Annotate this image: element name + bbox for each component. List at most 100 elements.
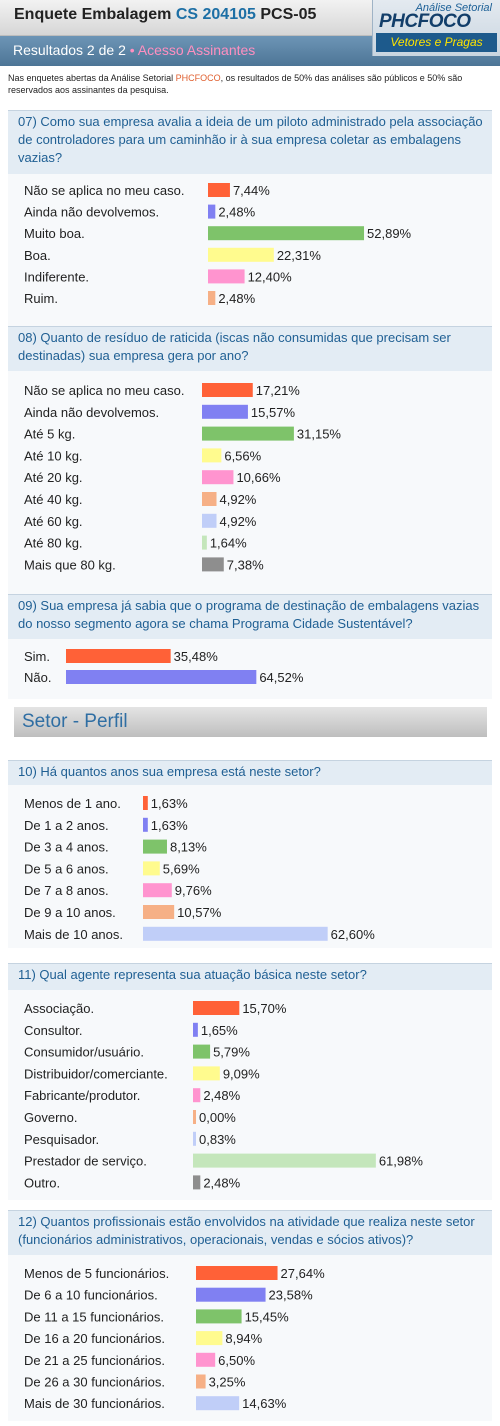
bar [196,1374,206,1389]
category-label: Ainda não devolvemos. [24,405,159,420]
value-label: 12,40% [248,269,293,284]
question-08: 08) Quanto de resíduo de raticida (iscas… [8,326,492,371]
bar [193,1131,196,1146]
survey-code: CS 204105 [175,6,256,23]
value-label: 8,94% [225,1331,262,1346]
chart-12-svg: Menos de 5 funcionários. 27,64% De 6 a 10 … [24,1266,325,1411]
category-label: Prestador de serviço. [24,1154,147,1169]
bar [208,204,216,219]
category-label: De 3 a 4 anos. [24,840,109,855]
category-label: Distribuidor/comerciante. [24,1066,168,1081]
logo-line2: PHCFOCO [379,11,471,32]
bar [196,1309,242,1324]
category-label: Mais de 30 funcionários. [24,1396,165,1411]
value-label: 7,38% [227,557,264,572]
chart-07: Não se aplica no meu caso. 7,44% Ainda não… [8,174,492,326]
category-label: Até 80 kg. [24,536,83,551]
value-label: 22,31% [277,248,322,263]
bar [202,470,234,485]
bar [143,883,172,898]
question-07: 07) Como sua empresa avalia a ideia de u… [8,110,492,174]
bar [202,492,217,506]
category-label: Pesquisador. [24,1132,99,1147]
results-label: Resultados 2 de 2 [13,42,126,58]
bar [196,1266,278,1280]
sub-bar: Resultados 2 de 2 • Acesso Assinantes [0,36,500,66]
bar [193,1066,220,1081]
title-suffix: PCS-05 [260,6,317,23]
chart-10-svg: Menos de 1 ano. 1,63% De 1 a 2 anos. 1,63% D… [24,796,376,942]
bar [193,1044,211,1059]
value-label: 62,60% [331,927,376,942]
bar [208,183,230,197]
chart-11-svg: Associação. 15,70% Consultor. 1,65% Consumid… [24,1001,423,1190]
bar [202,535,207,550]
value-label: 5,79% [213,1045,250,1060]
bar [208,226,365,241]
value-label: 15,57% [251,405,296,420]
category-label: De 1 a 2 anos. [24,818,109,833]
category-label: Menos de 1 ano. [24,796,121,811]
intro-text: Nas enquetes abertas da Análise Setorial… [8,72,494,96]
category-label: Até 40 kg. [24,492,83,507]
value-label: 2,48% [218,291,255,306]
bar [143,861,160,876]
category-label: De 5 a 6 anos. [24,861,109,876]
category-label: Fabricante/produtor. [24,1088,140,1103]
category-label: Associação. [24,1001,94,1016]
category-label: De 21 a 25 funcionários. [24,1353,165,1368]
category-label: Não. [24,670,51,685]
bar [196,1331,223,1346]
category-label: Mais que 80 kg. [24,557,116,572]
question-09: 09) Sua empresa já sabia que o programa … [8,594,492,639]
bar [143,905,175,919]
category-label: Ruim. [24,291,58,306]
value-label: 23,58% [269,1288,314,1303]
intro-brand: PHCFOCO [175,73,221,83]
category-label: Boa. [24,248,51,263]
bar [202,426,294,441]
value-label: 15,70% [242,1001,287,1016]
chart-10: Menos de 1 ano. 1,63% De 1 a 2 anos. 1,63% D… [8,785,492,948]
value-label: 64,52% [259,670,304,685]
value-label: 2,48% [203,1175,240,1190]
question-10: 10) Há quantos anos sua empresa está nes… [8,760,492,785]
bar [202,383,253,397]
intro-before: Nas enquetes abertas da Análise Setorial [8,73,176,83]
subscriber-access-link[interactable]: Acesso Assinantes [137,42,256,58]
bar [66,670,257,684]
category-label: Mais de 10 anos. [24,927,123,942]
chart-09: Sim. 35,48% Não. 64,52% [8,639,492,699]
category-label: Outro. [24,1175,60,1190]
value-label: 4,92% [220,514,257,529]
phcfoco-logo: Análise Setorial PHCFOCO Vetores e Praga… [372,0,500,56]
category-label: De 6 a 10 funcionários. [24,1288,158,1303]
value-label: 9,76% [175,883,212,898]
value-label: 9,09% [223,1066,260,1081]
bar [143,817,148,832]
separator-bullet: • [129,42,135,58]
category-label: Não se aplica no meu caso. [24,183,184,198]
value-label: 52,89% [367,226,412,241]
category-label: Sim. [24,649,50,664]
logo-line1: Análise Setorial [415,2,492,14]
value-label: 10,66% [236,470,281,485]
value-label: 1,64% [210,536,247,551]
category-label: De 9 a 10 anos. [24,905,116,920]
category-label: Menos de 5 funcionários. [24,1266,169,1281]
chart-12: Menos de 5 funcionários. 27,64% De 6 a 10 … [8,1255,492,1421]
value-label: 35,48% [174,649,219,664]
bar [193,1088,201,1103]
question-11: 11) Qual agente representa sua atuação b… [8,963,492,990]
bar [208,291,216,305]
value-label: 10,57% [177,905,222,920]
category-label: Até 60 kg. [24,514,83,529]
chart-08-svg: Não se aplica no meu caso. 17,21% Ainda nã… [24,383,341,572]
category-label: Até 10 kg. [24,448,83,463]
bar [193,1153,376,1168]
bar [193,1022,198,1037]
value-label: 15,45% [245,1309,290,1324]
value-label: 0,00% [199,1110,236,1125]
bar [196,1287,266,1302]
category-label: De 7 a 8 anos. [24,883,109,898]
